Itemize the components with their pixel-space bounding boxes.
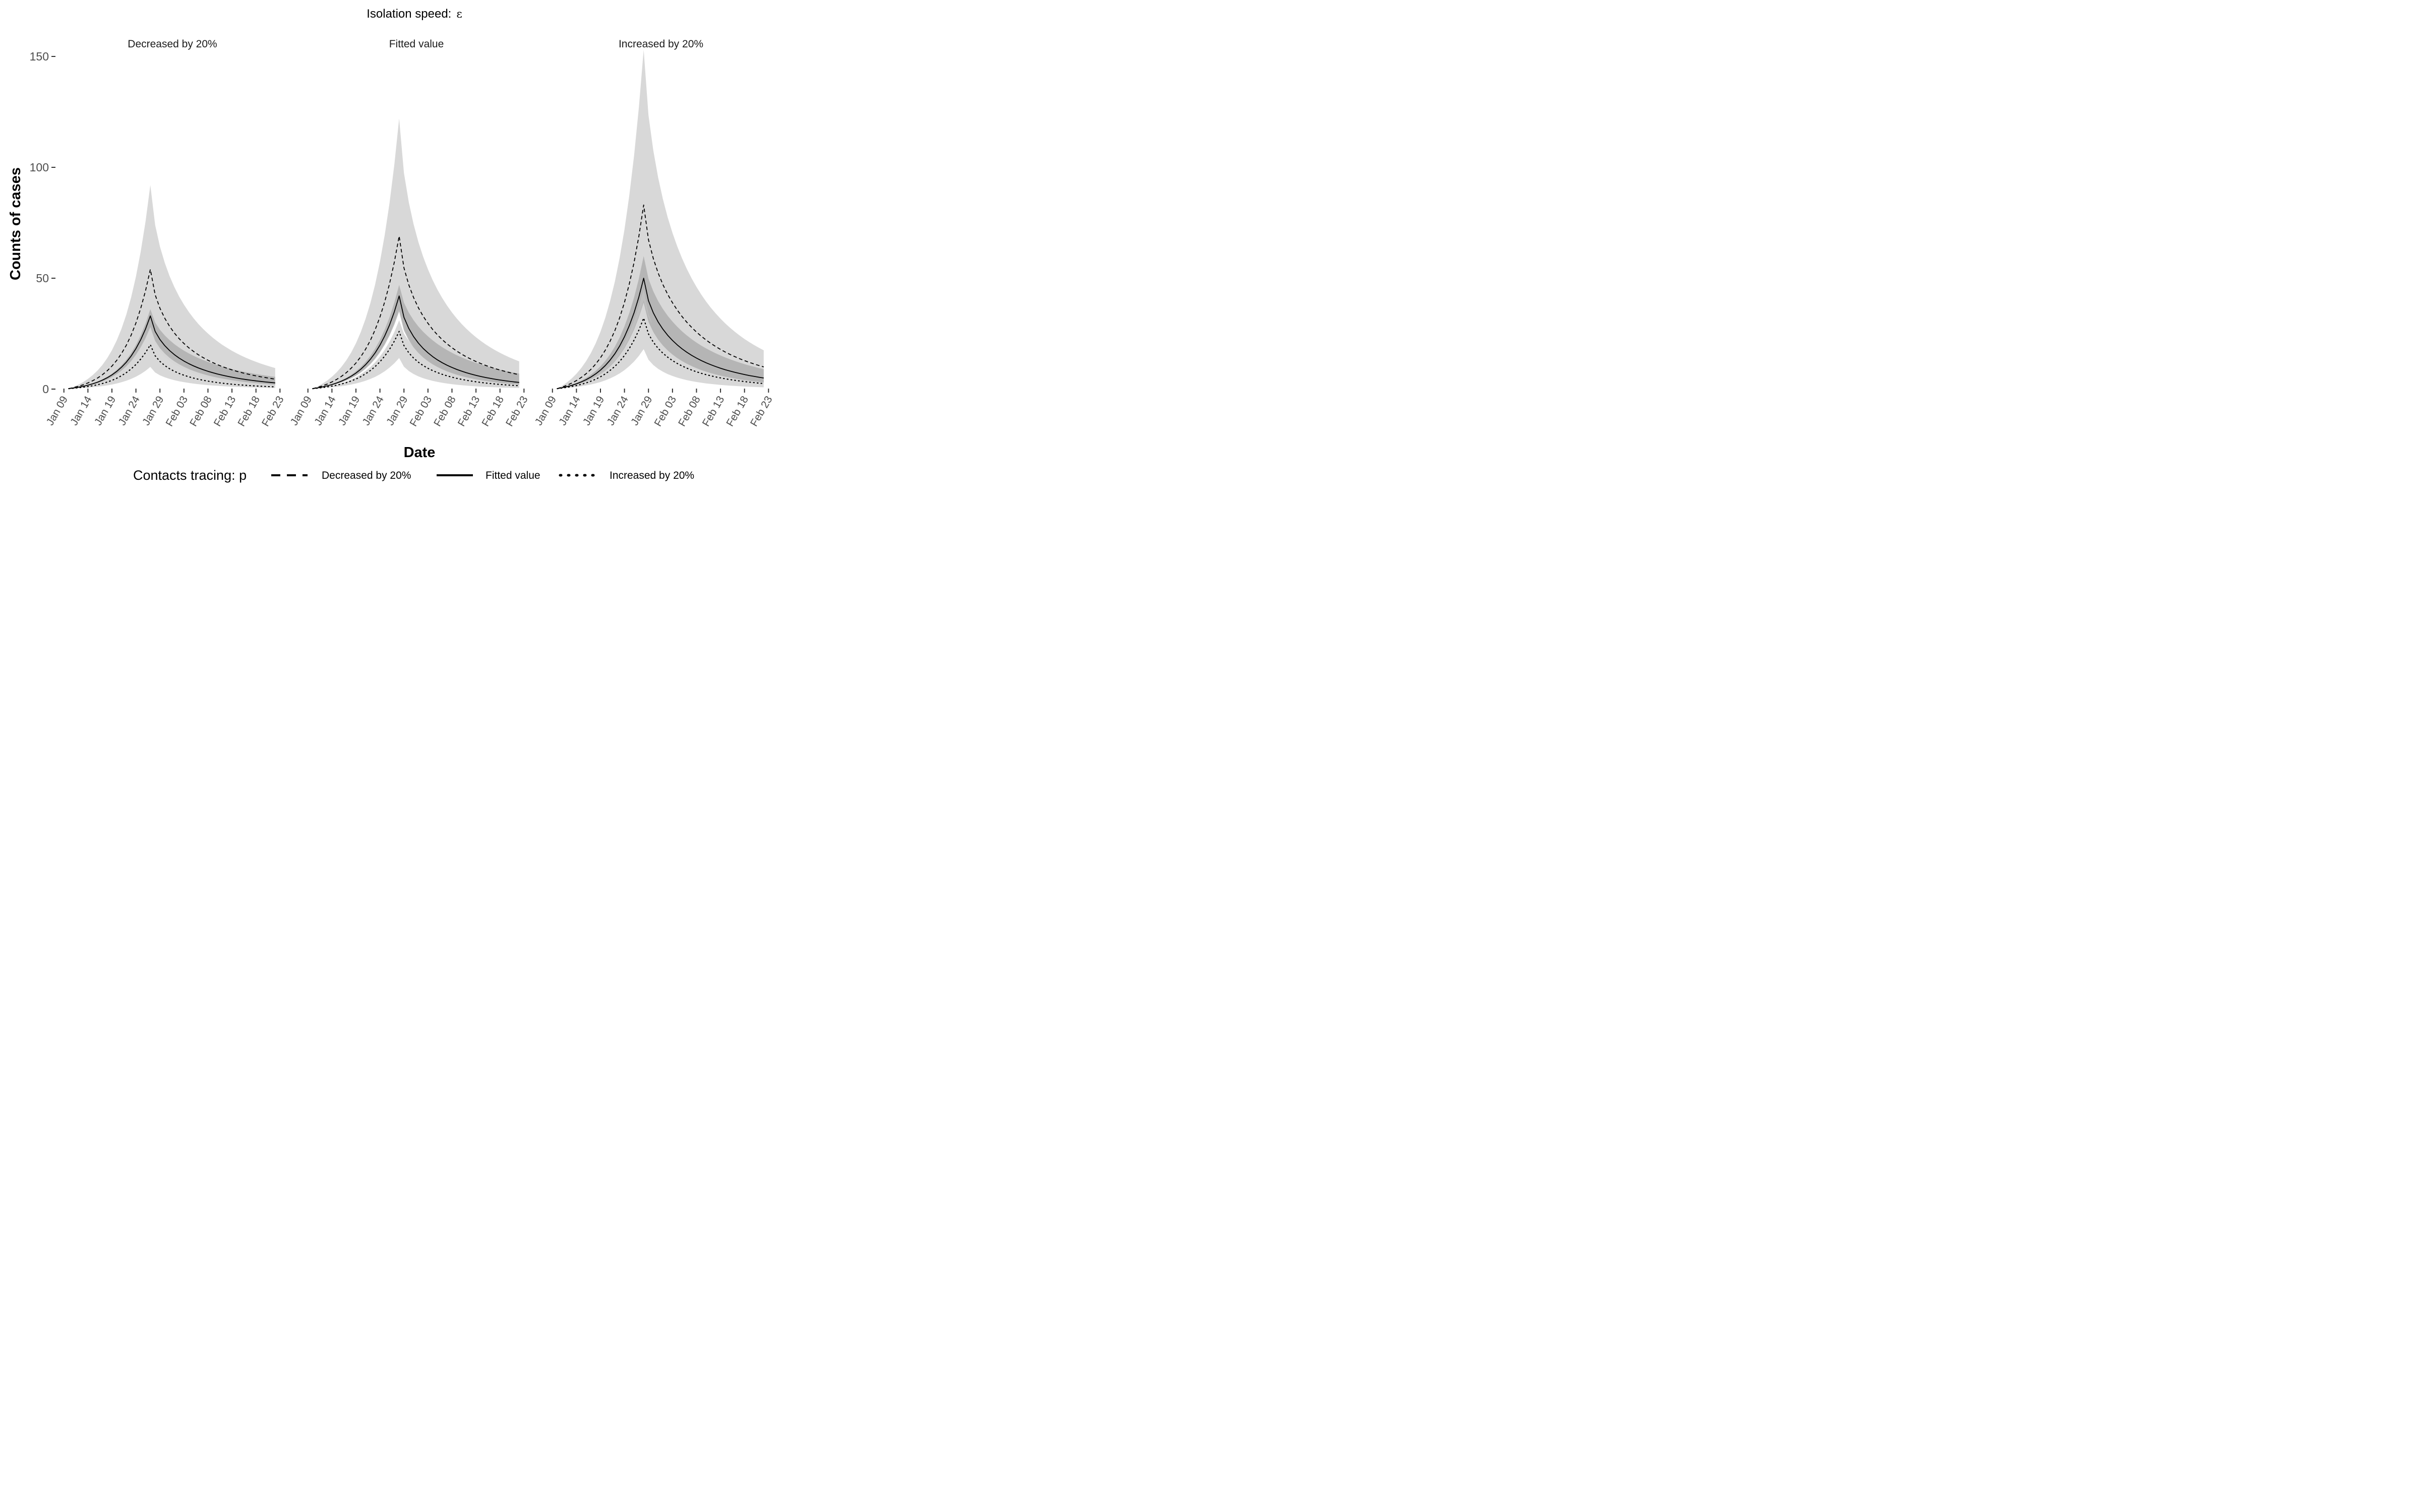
x-tick-label: Feb 08: [676, 394, 703, 428]
series-line-dashed: [557, 204, 764, 389]
x-tick-label: Feb 13: [700, 394, 727, 428]
x-tick-label: Feb 18: [724, 394, 751, 428]
x-tick-label: Feb 03: [408, 394, 435, 428]
x-tick-label: Feb 13: [456, 394, 482, 428]
panel-title: Decreased by 20%: [128, 38, 217, 50]
series-line-dashed: [69, 269, 275, 389]
band-dashed: [557, 49, 764, 389]
panel-title: Fitted value: [389, 38, 444, 50]
panel-title: Increased by 20%: [619, 38, 703, 50]
y-axis-label: Counts of cases: [8, 167, 24, 280]
x-tick-label: Feb 08: [432, 394, 458, 428]
legend-label: Decreased by 20%: [322, 470, 411, 481]
legend-label: Fitted value: [486, 470, 540, 481]
band-dotted: [557, 300, 764, 389]
y-tick-label: 150: [30, 50, 49, 63]
legend-title: Contacts tracing: p: [133, 468, 247, 483]
x-tick-label: Jan 14: [312, 394, 338, 427]
series-line-dotted: [68, 344, 276, 390]
x-tick-label: Jan 29: [629, 394, 654, 427]
x-tick-label: Feb 03: [652, 394, 679, 428]
x-tick-label: Jan 14: [557, 394, 583, 427]
x-tick-label: Feb 03: [164, 394, 191, 428]
x-tick-label: Feb 08: [188, 394, 214, 428]
y-axis: 0 50 100 150: [30, 50, 55, 396]
band-solid: [557, 256, 764, 389]
x-tick-label: Jan 14: [68, 394, 94, 427]
x-tick-label: Feb 23: [748, 394, 775, 428]
x-tick-label: Feb 13: [212, 394, 238, 428]
x-tick-label: Jan 19: [581, 394, 607, 427]
top-title-text: Isolation speed:: [367, 7, 451, 21]
top-title: Isolation speed: ε: [367, 7, 462, 21]
legend: Contacts tracing: p Decreased by 20% Fitte…: [133, 468, 694, 483]
x-tick-label: Jan 09: [44, 394, 70, 427]
y-tick-label: 0: [42, 383, 49, 396]
x-tick-label: Feb 18: [235, 394, 262, 428]
chart: Isolation speed: ε Decreased by 20% Jan 09…: [8, 7, 775, 483]
y-tick-label: 100: [30, 161, 49, 174]
series-line-solid: [557, 278, 764, 389]
band-dotted: [313, 320, 519, 389]
x-tick-label: Jan 09: [288, 394, 314, 427]
series-line-solid: [69, 315, 275, 389]
series-line-dotted: [312, 331, 520, 390]
top-title-symbol: ε: [456, 8, 462, 21]
series-line-dashed: [313, 235, 519, 389]
x-axis-label: Date: [404, 445, 436, 461]
x-tick-label: Jan 24: [360, 394, 386, 427]
band-solid: [313, 285, 519, 389]
series-line-solid: [313, 295, 519, 389]
legend-label: Increased by 20%: [610, 470, 694, 481]
x-tick-label: Feb 23: [504, 394, 530, 428]
x-tick-label: Jan 19: [92, 394, 118, 427]
y-tick-label: 50: [36, 272, 49, 285]
x-tick-label: Jan 19: [336, 394, 362, 427]
x-tick-label: Jan 09: [533, 394, 559, 427]
band-dashed: [313, 118, 519, 389]
x-tick-label: Feb 23: [260, 394, 286, 428]
x-tick-label: Jan 29: [140, 394, 166, 427]
x-tick-label: Jan 24: [116, 394, 142, 427]
x-tick-label: Jan 29: [384, 394, 410, 427]
x-tick-label: Feb 18: [479, 394, 506, 428]
x-tick-label: Jan 24: [604, 394, 631, 427]
band-dashed: [69, 185, 275, 389]
